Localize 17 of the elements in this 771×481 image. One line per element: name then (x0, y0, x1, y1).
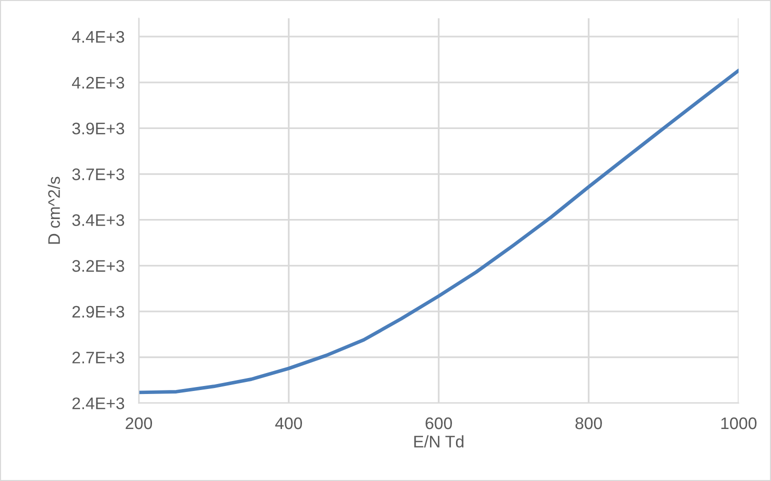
y-tick-label: 3.2E+3 (72, 260, 124, 272)
y-tick-label: 2.4E+3 (72, 397, 124, 410)
x-tick-label: 800 (575, 417, 602, 430)
y-axis-title: D cm^2/s (48, 176, 60, 244)
x-tick-label: 600 (426, 417, 452, 430)
y-tick-label: 3.7E+3 (72, 168, 124, 180)
line-series (138, 68, 739, 394)
y-tick-label: 4.4E+3 (72, 31, 124, 43)
y-tick-label: 2.9E+3 (72, 306, 124, 318)
x-tick-label: 200 (126, 417, 152, 430)
x-axis-title: E/N Td (414, 435, 464, 448)
y-tick-label: 3.9E+3 (72, 122, 124, 134)
y-tick-label: 4.2E+3 (72, 76, 124, 89)
x-tick-label: 400 (275, 417, 302, 430)
x-tick-label: 1000 (721, 417, 757, 430)
y-tick-label: 3.4E+3 (72, 214, 124, 226)
y-tick-label: 2.7E+3 (72, 352, 124, 364)
